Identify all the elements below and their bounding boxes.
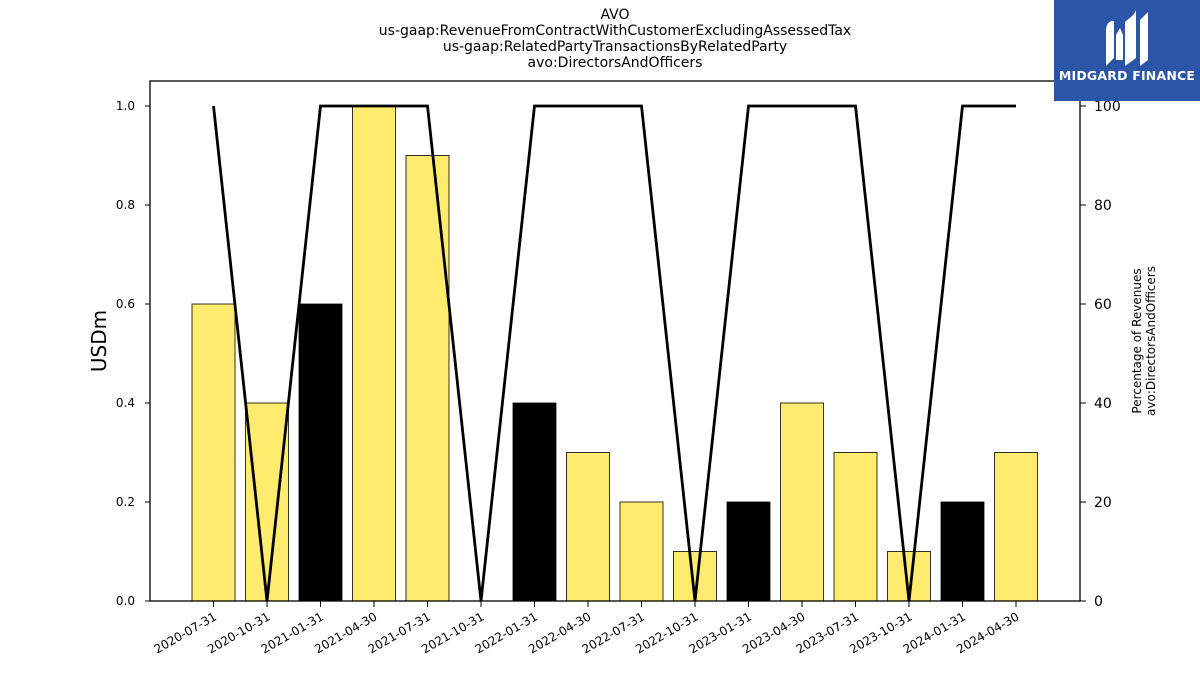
bar-2022-04-30 — [566, 452, 610, 602]
y-tick-label: 0.0 — [116, 594, 135, 608]
y2-axis-label-line-2: avo:DirectorsAndOfficers — [1144, 266, 1158, 416]
axes-layer — [149, 80, 1081, 602]
logo-text: MIDGARD FINANCE — [1058, 68, 1196, 83]
bar-2024-01-31 — [940, 501, 985, 602]
bar-2020-10-31 — [245, 402, 289, 602]
y2-tick-label: 80 — [1094, 198, 1112, 214]
y2-tick-label: 40 — [1094, 396, 1112, 412]
bar-2023-07-31 — [833, 452, 878, 602]
percentage-line — [212, 104, 1016, 602]
y-tick-label: 0.4 — [116, 396, 135, 410]
title-line-2: us-gaap:RevenueFromContractWithCustomerE… — [378, 23, 852, 39]
y2-axis-label-line-1: Percentage of Revenues — [1130, 268, 1144, 413]
bar-2021-01-31 — [298, 303, 343, 602]
bar-2020-07-31 — [191, 303, 236, 602]
y-tick-label: 0.6 — [116, 297, 135, 311]
line-layer — [212, 104, 1016, 602]
y2-tick-label: 0 — [1094, 594, 1103, 610]
bar-2022-01-31 — [512, 402, 557, 602]
y-tick-label: 0.8 — [116, 198, 135, 212]
title-line-1: AVO — [600, 7, 630, 23]
bar-2021-07-31 — [405, 155, 450, 602]
y2-tick-label: 20 — [1094, 495, 1112, 511]
y-tick-label: 1.0 — [116, 99, 135, 113]
y2-tick-label: 100 — [1094, 99, 1121, 115]
title-line-4: avo:DirectorsAndOfficers — [527, 55, 703, 71]
bar-2021-04-30 — [352, 105, 396, 602]
logo-mark-icon — [1106, 10, 1148, 66]
y-axis-label: USDm — [87, 310, 111, 372]
y2-tick-label: 60 — [1094, 297, 1112, 313]
plot-frame — [149, 80, 1081, 602]
title-line-3: us-gaap:RelatedPartyTransactionsByRelate… — [442, 39, 788, 55]
y-tick-label: 0.2 — [116, 495, 135, 509]
bar-2022-07-31 — [619, 501, 664, 602]
bar-2023-04-30 — [780, 402, 824, 602]
bar-2024-04-30 — [994, 452, 1038, 602]
brand-logo: MIDGARD FINANCE — [1054, 0, 1200, 101]
bars-layer — [191, 105, 1038, 602]
bar-2023-01-31 — [726, 501, 771, 602]
